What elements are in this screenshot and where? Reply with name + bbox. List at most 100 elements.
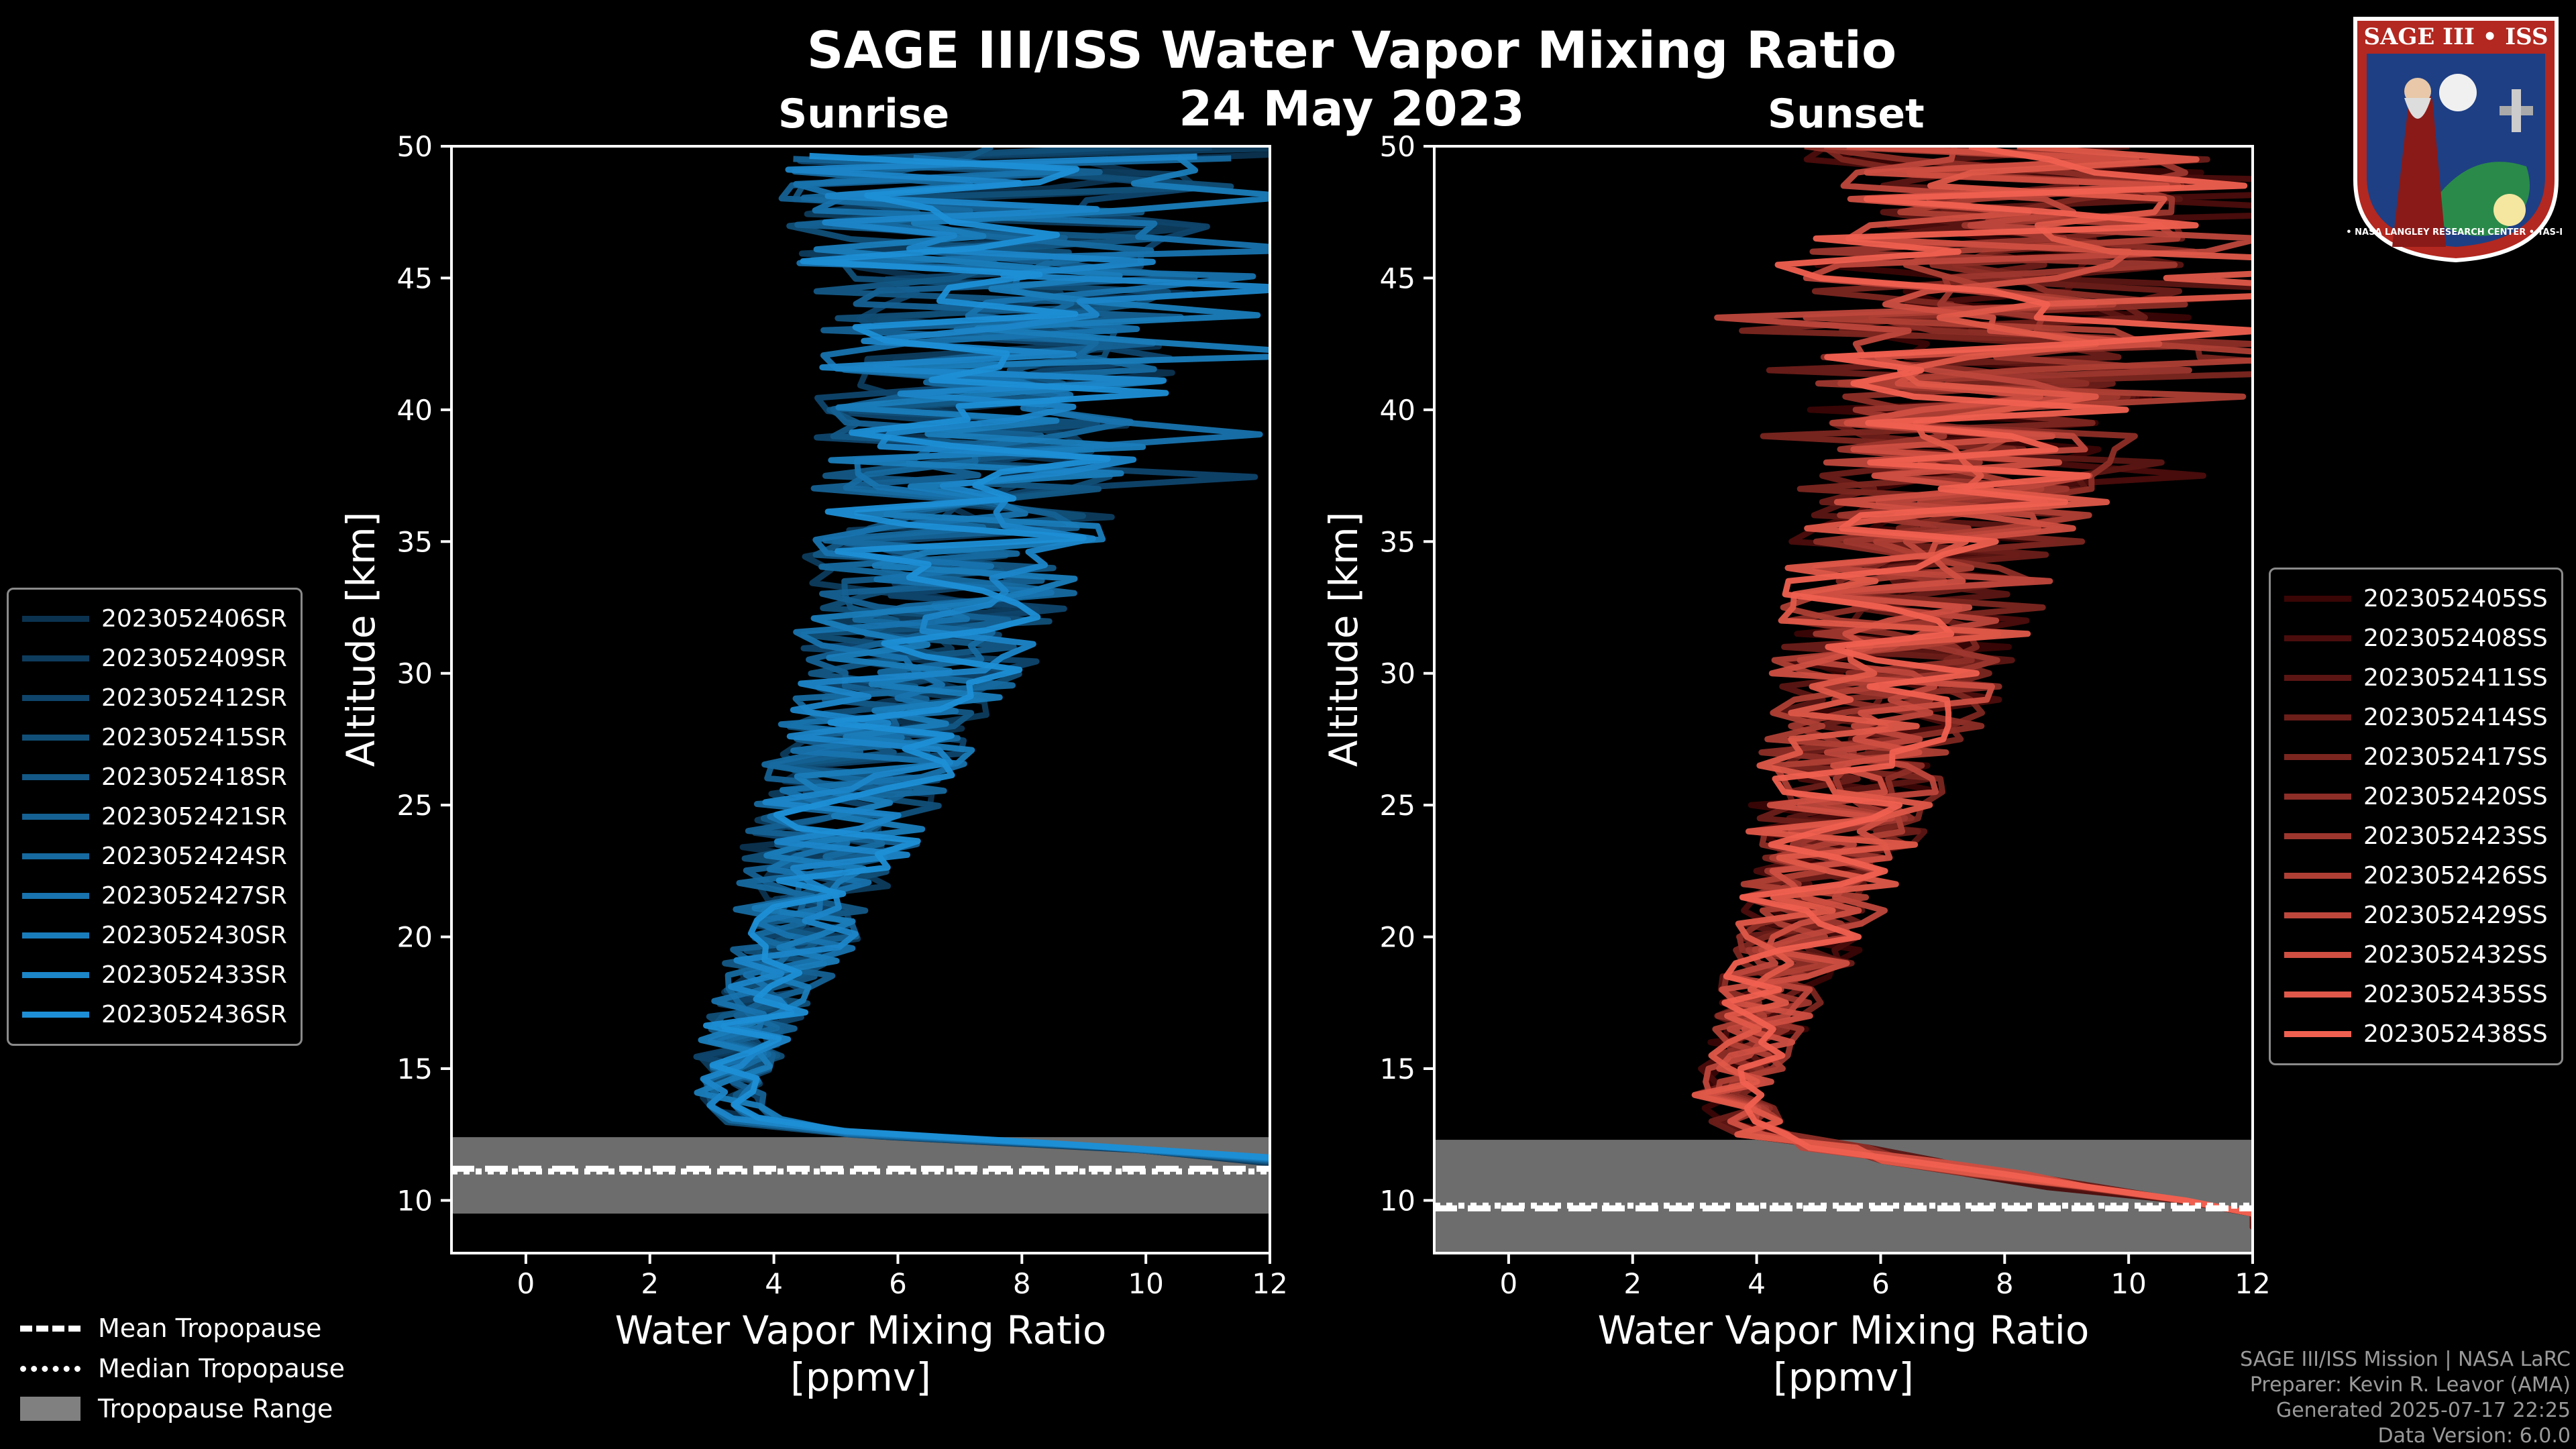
sunset-xtick-label: 12 xyxy=(2235,1267,2270,1300)
sunset-profile-2023052426SS xyxy=(1712,146,2253,1219)
legend-range-row: Tropopause Range xyxy=(20,1389,345,1429)
footer-preparer: Preparer: Kevin R. Leavor (AMA) xyxy=(2249,1373,2571,1397)
sunset-subtitle: Sunset xyxy=(1768,91,1925,138)
sunset-legend-label: 2023052426SS xyxy=(2363,862,2548,890)
sunset-legend-swatch xyxy=(2284,635,2351,641)
sunset-legend-swatch xyxy=(2284,675,2351,681)
sunrise-ytick-label: 10 xyxy=(397,1184,433,1217)
sunrise-legend-swatch xyxy=(22,655,89,661)
sunset-legend-swatch xyxy=(2284,912,2351,918)
sunset-ytick-label: 10 xyxy=(1380,1184,1415,1217)
sunset-legend-item: 2023052426SS xyxy=(2284,856,2548,896)
sunset-legend-swatch xyxy=(2284,873,2351,879)
sunset-legend-item: 2023052435SS xyxy=(2284,975,2548,1014)
sunset-profile-2023052432SS xyxy=(1699,146,2253,1218)
sunrise-legend-label: 2023052406SR xyxy=(101,605,287,633)
sunset-legend-label: 2023052435SS xyxy=(2363,981,2548,1008)
legend-mean-label: Mean Tropopause xyxy=(98,1313,322,1343)
sunrise-legend-swatch xyxy=(22,814,89,820)
sunrise-ytick-label: 20 xyxy=(397,921,433,954)
sunset-ytick-label: 35 xyxy=(1380,525,1415,558)
sunrise-ytick-label: 30 xyxy=(397,657,433,690)
sunset-ytick-label: 25 xyxy=(1380,789,1415,822)
sunrise-legend-item: 2023052421SR xyxy=(22,797,287,837)
sunset-legend-item: 2023052423SS xyxy=(2284,816,2548,856)
sunset-legend-label: 2023052438SS xyxy=(2363,1020,2548,1048)
sunset-legend-swatch xyxy=(2284,794,2351,800)
sunrise-ytick-label: 40 xyxy=(397,394,433,427)
sunrise-ylabel: Altitude [km] xyxy=(338,512,384,767)
sunset-legend-swatch xyxy=(2284,1031,2351,1037)
sunrise-legend-label: 2023052430SR xyxy=(101,922,287,949)
sunset-legend-swatch xyxy=(2284,833,2351,839)
sunset-legend-item: 2023052414SS xyxy=(2284,698,2548,737)
sunset-legend-label: 2023052420SS xyxy=(2363,783,2548,810)
sunrise-legend-item: 2023052436SR xyxy=(22,995,287,1034)
sunrise-panel: 0 2 4 6 8 10 12 10 15 20 25 30 35 40 45 50 Water Vapor M… xyxy=(338,130,1288,1400)
sunset-legend-item: 2023052411SS xyxy=(2284,658,2548,698)
sunrise-profile-2023052436SR xyxy=(703,152,1270,1161)
sunrise-legend-label: 2023052424SR xyxy=(101,843,287,870)
sunrise-profile-2023052430SR xyxy=(694,154,1270,1162)
sunset-ytick-label: 50 xyxy=(1380,130,1415,163)
sunset-legend-label: 2023052417SS xyxy=(2363,743,2548,771)
sunset-ytick-label: 20 xyxy=(1380,921,1415,954)
sunset-xlabel: Water Vapor Mixing Ratio xyxy=(1598,1307,2090,1353)
sunset-legend-label: 2023052411SS xyxy=(2363,664,2548,692)
sunrise-legend-item: 2023052415SR xyxy=(22,718,287,757)
sunrise-legend-item: 2023052409SR xyxy=(22,639,287,678)
logo-bottom-text: BALL • NASA LANGLEY RESEARCH CENTER • TA… xyxy=(2345,227,2567,237)
sunrise-profile-2023052433SR xyxy=(700,153,1270,1161)
sunset-axes-frame xyxy=(1433,145,2254,1254)
sunset-legend-item: 2023052417SS xyxy=(2284,737,2548,777)
sunset-xtick-label: 6 xyxy=(1872,1267,1890,1300)
sunset-legend-swatch xyxy=(2284,991,2351,998)
sunrise-legend-item: 2023052412SR xyxy=(22,678,287,718)
sunrise-legend-item: 2023052433SR xyxy=(22,955,287,995)
sunrise-xtick-label: 0 xyxy=(517,1267,535,1300)
sunset-xlabel-units: [ppmv] xyxy=(1773,1354,1914,1400)
sunset-legend-item: 2023052408SS xyxy=(2284,619,2548,658)
sunset-legend-label: 2023052405SS xyxy=(2363,585,2548,612)
sunrise-legend-swatch xyxy=(22,932,89,938)
sunset-ylabel: Altitude [km] xyxy=(1321,512,1366,767)
sunset-ytick-label: 30 xyxy=(1380,657,1415,690)
sunrise-legend: 2023052406SR 2023052409SR 2023052412SR 2023… xyxy=(7,588,303,1046)
footer-generated: Generated 2025-07-17 22:25 xyxy=(2275,1399,2571,1422)
sunrise-ytick-label: 15 xyxy=(397,1053,433,1085)
sunset-legend-label: 2023052423SS xyxy=(2363,822,2548,850)
sunset-legend-label: 2023052414SS xyxy=(2363,704,2548,731)
sunrise-legend-swatch xyxy=(22,616,89,622)
sunset-legend-item: 2023052405SS xyxy=(2284,579,2548,619)
sunrise-legend-label: 2023052418SR xyxy=(101,763,287,791)
sunset-legend-label: 2023052429SS xyxy=(2363,902,2548,929)
sunrise-ytick-label: 35 xyxy=(397,525,433,558)
sage-iii-iss-logo: SAGE III • ISS BALL • NASA LANGLEY RESEA… xyxy=(2345,17,2567,263)
sunrise-legend-swatch xyxy=(22,972,89,978)
sunset-xtick-label: 8 xyxy=(1996,1267,2014,1300)
sunrise-xtick-label: 2 xyxy=(641,1267,659,1300)
legend-median-row: Median Tropopause xyxy=(20,1348,345,1389)
tropopause-legend: Mean Tropopause Median Tropopause Tropop… xyxy=(20,1308,345,1429)
sunset-legend: 2023052405SS 2023052408SS 2023052411SS 2023… xyxy=(2269,568,2563,1065)
sunset-xtick-label: 2 xyxy=(1623,1267,1642,1300)
sunset-legend-item: 2023052420SS xyxy=(2284,777,2548,816)
sunrise-legend-label: 2023052409SR xyxy=(101,645,287,672)
mean-tropopause-swatch xyxy=(20,1325,80,1332)
sunset-legend-label: 2023052408SS xyxy=(2363,625,2548,652)
sunrise-xtick-label: 10 xyxy=(1128,1267,1163,1300)
sunrise-legend-label: 2023052427SR xyxy=(101,882,287,910)
sunrise-xlabel-units: [ppmv] xyxy=(790,1354,931,1400)
sunrise-xtick-label: 6 xyxy=(889,1267,907,1300)
tropopause-range-swatch xyxy=(20,1397,80,1421)
sunrise-legend-label: 2023052436SR xyxy=(101,1001,287,1028)
sunrise-legend-item: 2023052427SR xyxy=(22,876,287,916)
logo-top-text: SAGE III • ISS xyxy=(2363,23,2548,50)
sunset-xtick-label: 0 xyxy=(1500,1267,1518,1300)
sunset-xtick-label: 10 xyxy=(2110,1267,2146,1300)
median-tropopause-swatch xyxy=(20,1365,80,1372)
sunset-xtick-label: 4 xyxy=(1748,1267,1766,1300)
sunset-legend-item: 2023052438SS xyxy=(2284,1014,2548,1054)
sunset-legend-swatch xyxy=(2284,754,2351,760)
